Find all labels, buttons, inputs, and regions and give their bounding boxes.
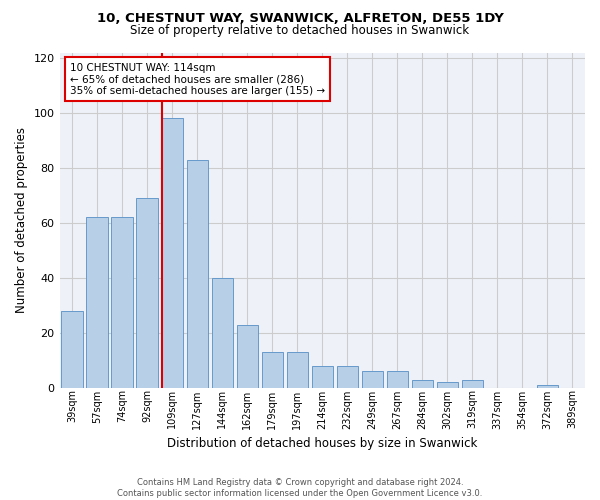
Text: Contains HM Land Registry data © Crown copyright and database right 2024.
Contai: Contains HM Land Registry data © Crown c… (118, 478, 482, 498)
Bar (262, 352, 283, 388)
Bar (362, 372, 383, 388)
Bar (212, 278, 233, 388)
Bar (161, 118, 183, 388)
Text: Size of property relative to detached houses in Swanwick: Size of property relative to detached ho… (130, 24, 470, 37)
Y-axis label: Number of detached properties: Number of detached properties (15, 127, 28, 313)
Bar (412, 380, 433, 388)
Bar (337, 366, 358, 388)
Bar (437, 382, 458, 388)
Bar (311, 366, 333, 388)
Bar (136, 198, 158, 388)
Bar (537, 385, 558, 388)
Bar (112, 218, 133, 388)
Text: 10 CHESTNUT WAY: 114sqm
← 65% of detached houses are smaller (286)
35% of semi-d: 10 CHESTNUT WAY: 114sqm ← 65% of detache… (70, 62, 325, 96)
Bar (61, 311, 83, 388)
X-axis label: Distribution of detached houses by size in Swanwick: Distribution of detached houses by size … (167, 437, 478, 450)
Bar (387, 372, 408, 388)
Bar (462, 380, 483, 388)
Bar (86, 218, 108, 388)
Bar (187, 160, 208, 388)
Text: 10, CHESTNUT WAY, SWANWICK, ALFRETON, DE55 1DY: 10, CHESTNUT WAY, SWANWICK, ALFRETON, DE… (97, 12, 503, 24)
Bar (287, 352, 308, 388)
Bar (236, 324, 258, 388)
